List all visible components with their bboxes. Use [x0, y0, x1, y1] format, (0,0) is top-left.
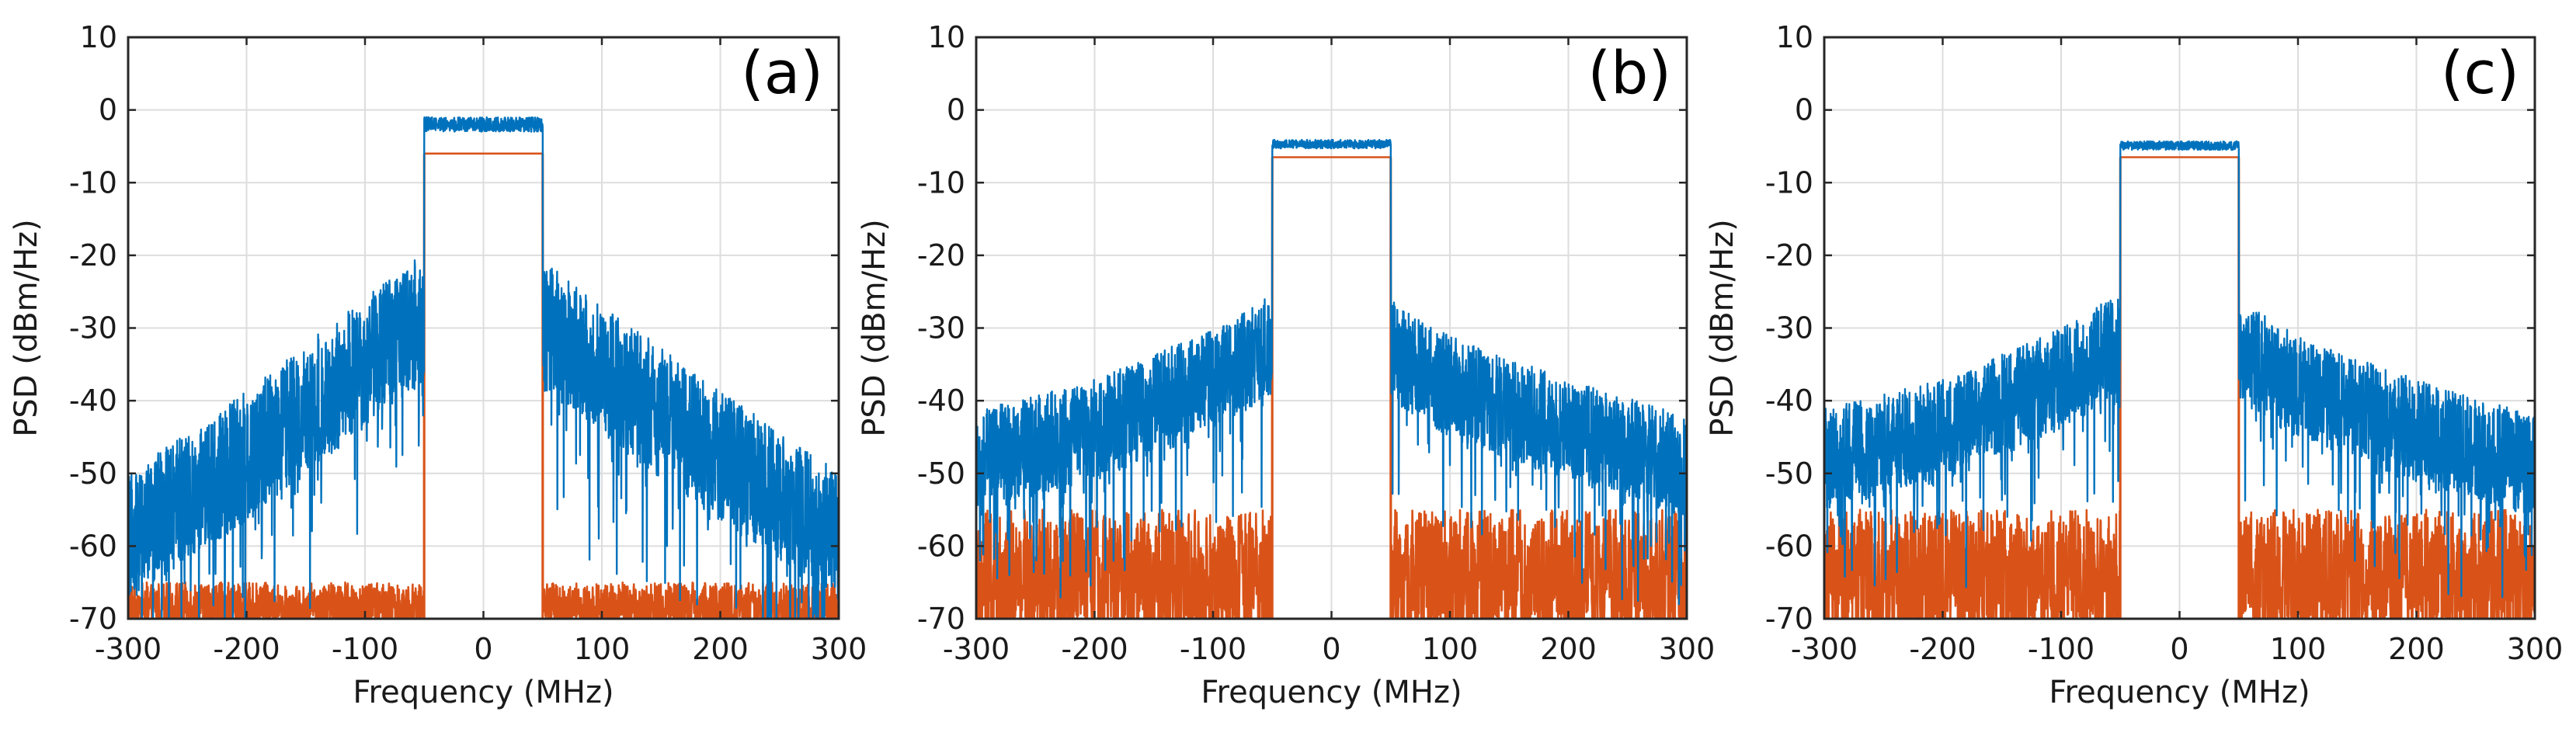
x-tick-label: 0 [2170, 632, 2188, 666]
x-tick-label: 300 [2507, 632, 2564, 666]
y-tick-label: -20 [917, 238, 965, 273]
y-tick-label: -20 [69, 238, 117, 273]
y-tick-label: -70 [69, 602, 117, 636]
x-tick-label: 100 [1422, 632, 1479, 666]
y-tick-label: 0 [1795, 93, 1813, 127]
x-tick-label: 100 [2270, 632, 2327, 666]
x-tick-label: -300 [943, 632, 1010, 666]
reference-trace [976, 156, 1687, 619]
x-tick-label: -300 [1791, 632, 1858, 666]
y-tick-label: -70 [1765, 602, 1813, 636]
y-tick-label: -10 [917, 165, 965, 200]
x-tick-label: -200 [1909, 632, 1976, 666]
x-axis-title: Frequency (MHz) [2049, 675, 2310, 710]
chart-panel-3: -300 -200 -100 0 100 200 300-70-60-50-40-30-20… [1705, 20, 2563, 710]
series-received [1824, 140, 2535, 599]
y-tick-label: -40 [1765, 384, 1813, 418]
x-tick-label: -100 [2028, 632, 2095, 666]
received-trace [976, 138, 1687, 606]
received-trace [1824, 140, 2535, 599]
x-tick-label: 300 [1659, 632, 1716, 666]
y-tick-label: -50 [1765, 456, 1813, 491]
y-tick-label: -50 [69, 456, 117, 491]
y-tick-label: -30 [917, 311, 965, 345]
received-trace [128, 116, 839, 619]
y-axis-title: PSD (dBm/Hz) [857, 219, 892, 437]
y-tick-label: -60 [1765, 529, 1813, 563]
y-tick-label: -60 [917, 529, 965, 563]
y-tick-label: -30 [1765, 311, 1813, 345]
y-tick-label: -70 [917, 602, 965, 636]
x-tick-label: 0 [1322, 632, 1340, 666]
y-tick-label: -30 [69, 311, 117, 345]
x-tick-label: 200 [692, 632, 749, 666]
y-tick-label: 0 [947, 93, 965, 127]
y-tick-label: -10 [1765, 165, 1813, 200]
y-tick-label: 10 [80, 20, 117, 54]
y-tick-label: -40 [69, 384, 117, 418]
y-tick-label: 10 [1776, 20, 1813, 54]
x-axis-title: Frequency (MHz) [1201, 675, 1462, 710]
y-tick-label: -50 [917, 456, 965, 491]
reference-trace [1824, 156, 2535, 619]
x-tick-label: 0 [474, 632, 492, 666]
chart-panel-2: -300 -200 -100 0 100 200 300-70-60-50-40-30-20… [857, 20, 1715, 710]
x-tick-label: -100 [332, 632, 398, 666]
x-axis-title: Frequency (MHz) [353, 675, 614, 710]
y-axis-title: PSD (dBm/Hz) [9, 219, 44, 437]
x-tick-label: 200 [1540, 632, 1597, 666]
x-tick-label: -100 [1180, 632, 1246, 666]
x-tick-label: -200 [213, 632, 280, 666]
y-tick-label: -60 [69, 529, 117, 563]
y-tick-label: -20 [1765, 238, 1813, 273]
x-tick-label: 200 [2388, 632, 2445, 666]
series-received [128, 116, 839, 619]
panel-label: (c) [2441, 38, 2519, 107]
panel-label: (b) [1587, 38, 1671, 107]
y-tick-label: 10 [928, 20, 965, 54]
y-tick-label: 0 [99, 93, 117, 127]
x-tick-label: 100 [574, 632, 631, 666]
y-tick-label: -40 [917, 384, 965, 418]
x-tick-label: -200 [1061, 632, 1128, 666]
y-axis-title: PSD (dBm/Hz) [1705, 219, 1740, 437]
y-tick-label: -10 [69, 165, 117, 200]
series-received [976, 138, 1687, 606]
x-tick-label: -300 [95, 632, 162, 666]
x-tick-label: 300 [811, 632, 867, 666]
panel-label: (a) [741, 38, 823, 107]
chart-panel-1: -300 -200 -100 0 100 200 300-70-60-50-40-30-20… [9, 20, 867, 710]
